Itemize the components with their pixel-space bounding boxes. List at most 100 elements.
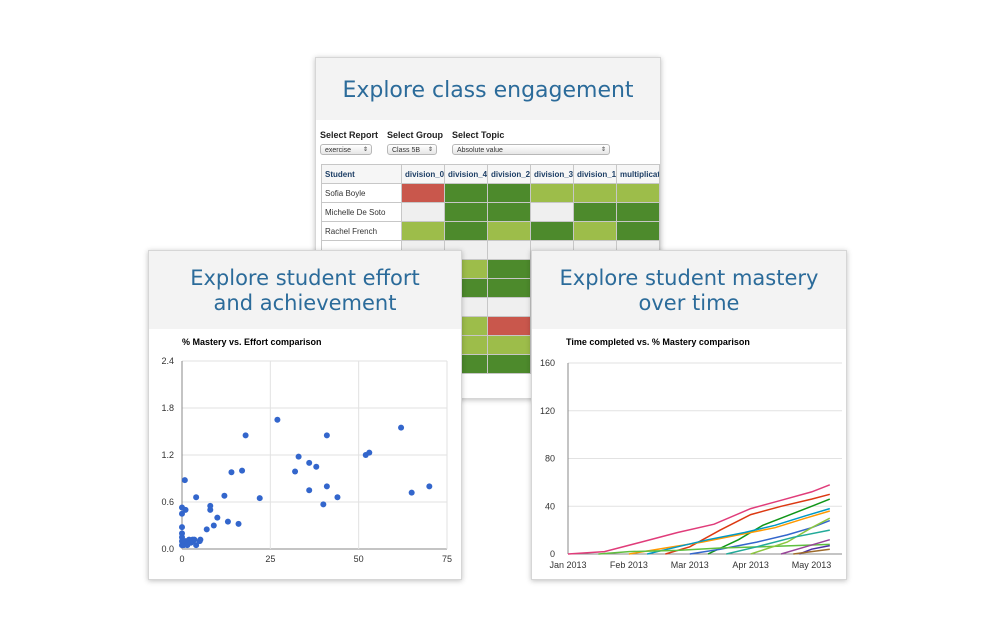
- y-tick-label: 1.8: [161, 403, 174, 413]
- select-topic-dropdown[interactable]: Absolute value ⇕: [452, 144, 610, 155]
- series-line: [707, 498, 831, 555]
- series-line: [567, 484, 831, 555]
- data-point: [189, 536, 196, 543]
- mastery-cell[interactable]: [487, 297, 531, 317]
- y-tick-label: 0.6: [161, 497, 174, 507]
- student-effort-title-line1: Explore student effort: [190, 266, 420, 290]
- mastery-cell[interactable]: [444, 183, 488, 203]
- data-point: [181, 477, 188, 484]
- x-tick-label: Mar 2013: [671, 560, 709, 570]
- x-tick-label: 25: [265, 554, 275, 564]
- data-point: [256, 495, 263, 502]
- student-name-cell[interactable]: Sofia Boyle: [321, 183, 402, 203]
- column-header[interactable]: division_4: [444, 164, 488, 184]
- x-tick-label: May 2013: [792, 560, 832, 570]
- column-header[interactable]: Student: [321, 164, 402, 184]
- table-row[interactable]: Rachel French: [321, 221, 660, 241]
- column-header[interactable]: division_1: [573, 164, 617, 184]
- student-mastery-title-line2: over time: [638, 291, 740, 315]
- series-line: [780, 538, 831, 555]
- mastery-cell[interactable]: [573, 183, 617, 203]
- column-header[interactable]: multiplicati: [616, 164, 660, 184]
- series-line: [665, 493, 830, 555]
- mastery-cell[interactable]: [487, 316, 531, 336]
- mastery-cell[interactable]: [444, 221, 488, 241]
- mastery-cell[interactable]: [487, 278, 531, 298]
- data-point: [306, 459, 313, 466]
- data-point: [207, 502, 214, 509]
- mastery-line-chart[interactable]: Time completed vs. % Mastery comparison …: [532, 329, 846, 579]
- select-topic-value: Absolute value: [457, 147, 503, 154]
- y-tick-label: 80: [545, 454, 555, 464]
- data-point: [239, 467, 246, 474]
- effort-scatter-chart[interactable]: % Mastery vs. Effort comparison 0.0 0.6 1.…: [149, 329, 461, 579]
- data-point: [179, 524, 185, 531]
- mastery-cell[interactable]: [530, 202, 574, 222]
- x-tick-label: 0: [179, 554, 184, 564]
- student-effort-title: Explore student effort and achievement: [149, 251, 461, 329]
- mastery-cell[interactable]: [444, 202, 488, 222]
- data-point: [295, 453, 302, 460]
- mastery-cell[interactable]: [530, 183, 574, 203]
- series-line: [647, 507, 831, 555]
- series-line: [628, 510, 831, 555]
- mastery-cell[interactable]: [487, 354, 531, 374]
- mastery-cell[interactable]: [616, 183, 660, 203]
- mastery-cell[interactable]: [487, 183, 531, 203]
- student-mastery-title-line1: Explore student mastery: [559, 266, 819, 290]
- mastery-cell[interactable]: [616, 202, 660, 222]
- student-name-cell[interactable]: Michelle De Soto: [321, 202, 402, 222]
- data-point: [426, 483, 433, 490]
- mastery-cell[interactable]: [616, 221, 660, 241]
- mastery-cell[interactable]: [487, 202, 531, 222]
- mastery-cell[interactable]: [573, 221, 617, 241]
- mastery-cell[interactable]: [401, 183, 445, 203]
- class-engagement-title: Explore class engagement: [316, 58, 660, 120]
- select-report-dropdown[interactable]: exercise ⇕: [320, 144, 372, 155]
- data-point: [242, 432, 249, 439]
- column-header[interactable]: division_2: [487, 164, 531, 184]
- mastery-cell[interactable]: [487, 259, 531, 279]
- chevron-updown-icon: ⇕: [427, 147, 433, 153]
- mastery-cell[interactable]: [573, 202, 617, 222]
- mastery-cell[interactable]: [487, 240, 531, 260]
- x-tick-label: 75: [442, 554, 452, 564]
- student-mastery-title: Explore student mastery over time: [532, 251, 846, 329]
- student-name-cell[interactable]: Rachel French: [321, 221, 402, 241]
- select-group-value: Class 5B: [392, 147, 421, 154]
- data-point: [274, 416, 281, 423]
- select-report-group: Select Report exercise ⇕: [320, 130, 378, 155]
- mastery-cell[interactable]: [401, 202, 445, 222]
- select-report-value: exercise: [325, 147, 352, 154]
- student-mastery-card: Explore student mastery over time Time c…: [531, 250, 847, 580]
- data-point: [235, 520, 242, 527]
- mastery-cell[interactable]: [530, 221, 574, 241]
- data-point: [197, 536, 204, 543]
- data-point: [323, 483, 330, 490]
- data-point: [366, 449, 373, 456]
- y-tick-label: 0.0: [161, 544, 174, 554]
- y-tick-label: 1.2: [161, 450, 174, 460]
- data-point: [320, 501, 327, 508]
- table-row[interactable]: Sofia Boyle: [321, 183, 660, 203]
- column-header[interactable]: division_3: [530, 164, 574, 184]
- mastery-cell[interactable]: [487, 335, 531, 355]
- data-point: [210, 522, 217, 529]
- mastery-cell[interactable]: [401, 221, 445, 241]
- select-group-dropdown[interactable]: Class 5B ⇕: [387, 144, 437, 155]
- column-header[interactable]: division_0.5: [401, 164, 445, 184]
- student-effort-card: Explore student effort and achievement %…: [148, 250, 462, 580]
- data-point: [182, 506, 189, 513]
- table-row[interactable]: Michelle De Soto: [321, 202, 660, 222]
- y-tick-label: 160: [540, 358, 555, 368]
- mastery-cell[interactable]: [487, 221, 531, 241]
- chevron-updown-icon: ⇕: [600, 147, 606, 153]
- y-tick-label: 40: [545, 501, 555, 511]
- data-point: [224, 518, 231, 525]
- data-point: [203, 526, 210, 533]
- data-point: [323, 432, 330, 439]
- data-point: [408, 489, 415, 496]
- select-group-group: Select Group Class 5B ⇕: [387, 130, 443, 155]
- data-point: [228, 469, 235, 476]
- series-line: [726, 529, 830, 555]
